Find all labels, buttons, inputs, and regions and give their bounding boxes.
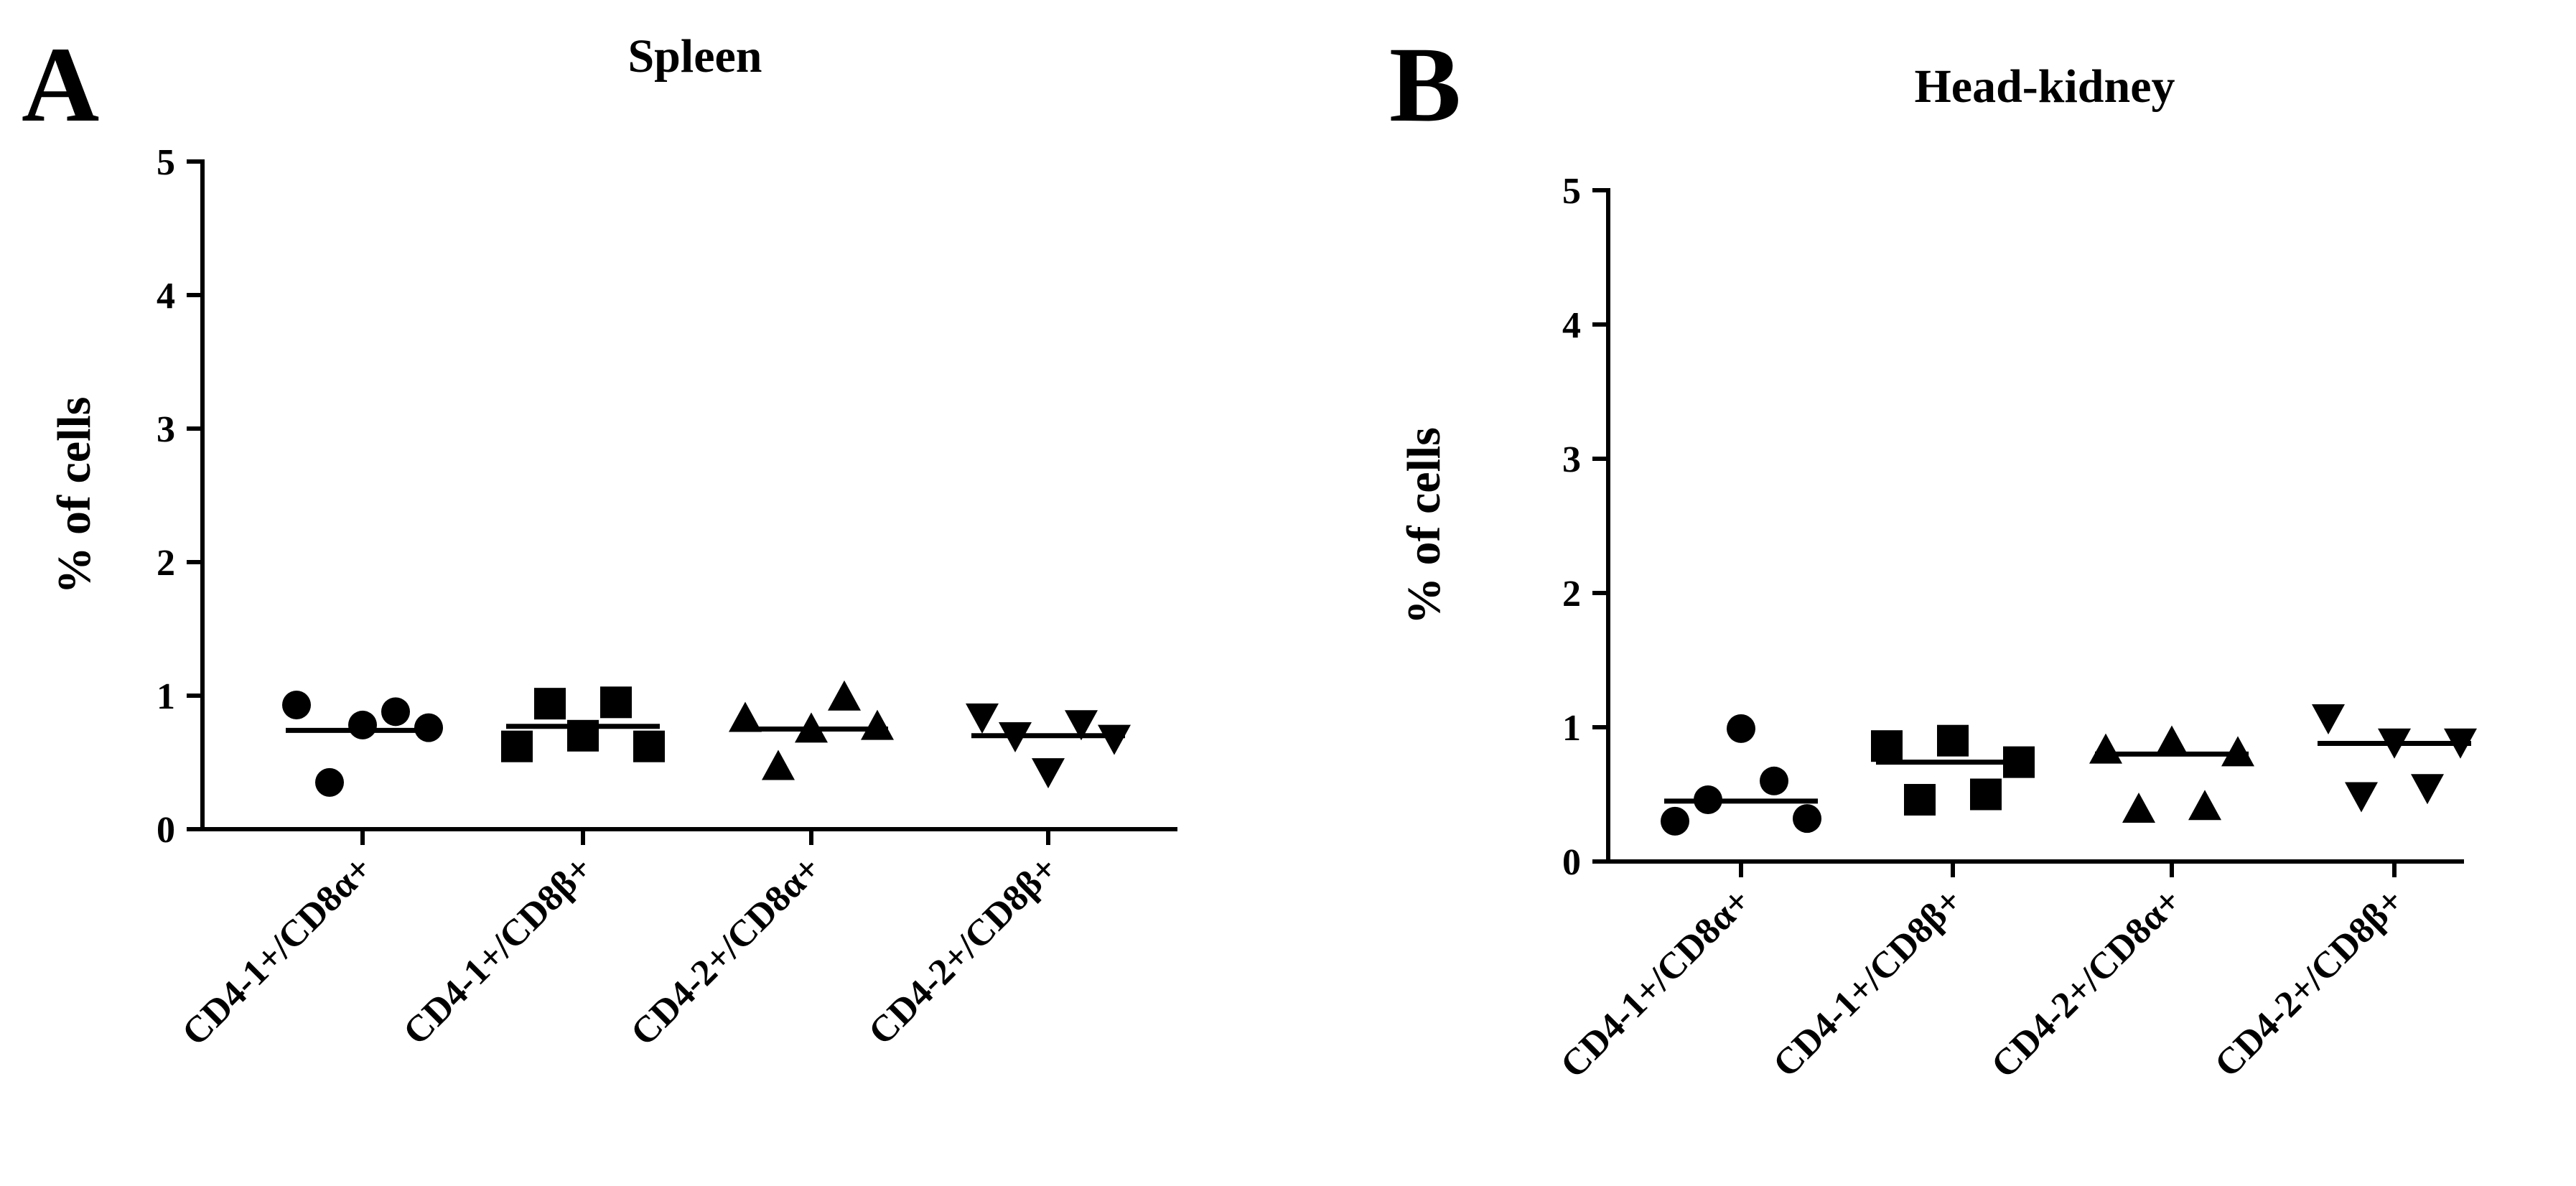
data-point — [1032, 758, 1065, 789]
y-tick-label: 2 — [157, 543, 175, 584]
category-label: CD4-1+/CD8α+ — [174, 848, 381, 1054]
data-point — [1904, 783, 1936, 816]
panel-letter-a: A — [22, 25, 99, 144]
series-group — [1661, 714, 1821, 836]
data-point — [1727, 714, 1755, 743]
category-label: CD4-2+/CD8α+ — [623, 848, 829, 1054]
data-point — [762, 750, 795, 780]
data-point — [2188, 790, 2221, 821]
data-point — [2089, 733, 2122, 764]
y-axis-label: % of cells — [48, 397, 101, 594]
y-tick-label: 5 — [157, 142, 175, 183]
series-group — [729, 680, 894, 780]
data-point — [414, 713, 443, 742]
y-tick-label: 0 — [1562, 842, 1581, 883]
data-point — [2312, 704, 2345, 735]
data-point — [633, 730, 665, 762]
panel-letter-b: B — [1389, 25, 1461, 144]
data-point — [315, 767, 344, 797]
y-tick-label: 5 — [1562, 171, 1581, 212]
series-group — [2312, 704, 2477, 813]
y-tick-label: 0 — [157, 810, 175, 851]
category-label: CD4-1+/CD8α+ — [1553, 880, 1759, 1086]
category-label: CD4-1+/CD8β+ — [1765, 880, 1970, 1085]
series-group — [2089, 725, 2254, 823]
data-point — [282, 691, 311, 720]
y-tick-label: 3 — [157, 409, 175, 450]
data-point — [2411, 774, 2444, 805]
data-point — [861, 709, 894, 740]
category-label: CD4-2+/CD8β+ — [2207, 880, 2412, 1085]
category-label: CD4-1+/CD8β+ — [396, 848, 600, 1052]
data-point — [501, 730, 533, 762]
y-tick-label: 4 — [157, 276, 175, 317]
chart-title: Spleen — [627, 30, 762, 83]
category-label: CD4-2+/CD8α+ — [1984, 880, 2190, 1086]
series-group — [282, 691, 443, 797]
data-point — [534, 688, 566, 720]
chart-spleen: Spleen % of cells 0 1 2 3 4 5 CD4-1+/CD8α+ CD4-1+… — [48, 30, 1177, 1054]
chart-title: Head-kidney — [1914, 60, 2175, 113]
data-point — [2345, 782, 2378, 813]
data-point — [966, 703, 999, 734]
series-group — [501, 686, 665, 762]
y-axis-label: % of cells — [1398, 427, 1450, 625]
data-point — [1098, 724, 1131, 755]
data-point — [2221, 736, 2254, 767]
data-point — [1760, 766, 1788, 795]
category-label: CD4-2+/CD8β+ — [861, 848, 1065, 1052]
y-tick-label: 4 — [1562, 305, 1581, 346]
y-tick-label: 2 — [1562, 574, 1581, 615]
data-point — [2122, 792, 2155, 823]
data-point — [1970, 778, 2002, 811]
y-tick-label: 3 — [1562, 439, 1581, 480]
data-point — [828, 680, 861, 711]
data-point — [600, 686, 632, 719]
series-group — [966, 703, 1131, 789]
series-group — [1871, 724, 2035, 816]
data-point — [2155, 725, 2188, 756]
data-point — [1937, 724, 1969, 757]
y-tick-label: 1 — [157, 676, 175, 717]
data-point — [1661, 806, 1689, 836]
data-point — [381, 697, 410, 727]
data-point — [1871, 730, 1903, 762]
data-point — [729, 701, 762, 732]
y-tick-label: 1 — [1562, 708, 1581, 749]
data-point — [1793, 804, 1821, 834]
data-point — [1065, 710, 1098, 741]
data-point — [348, 710, 377, 739]
